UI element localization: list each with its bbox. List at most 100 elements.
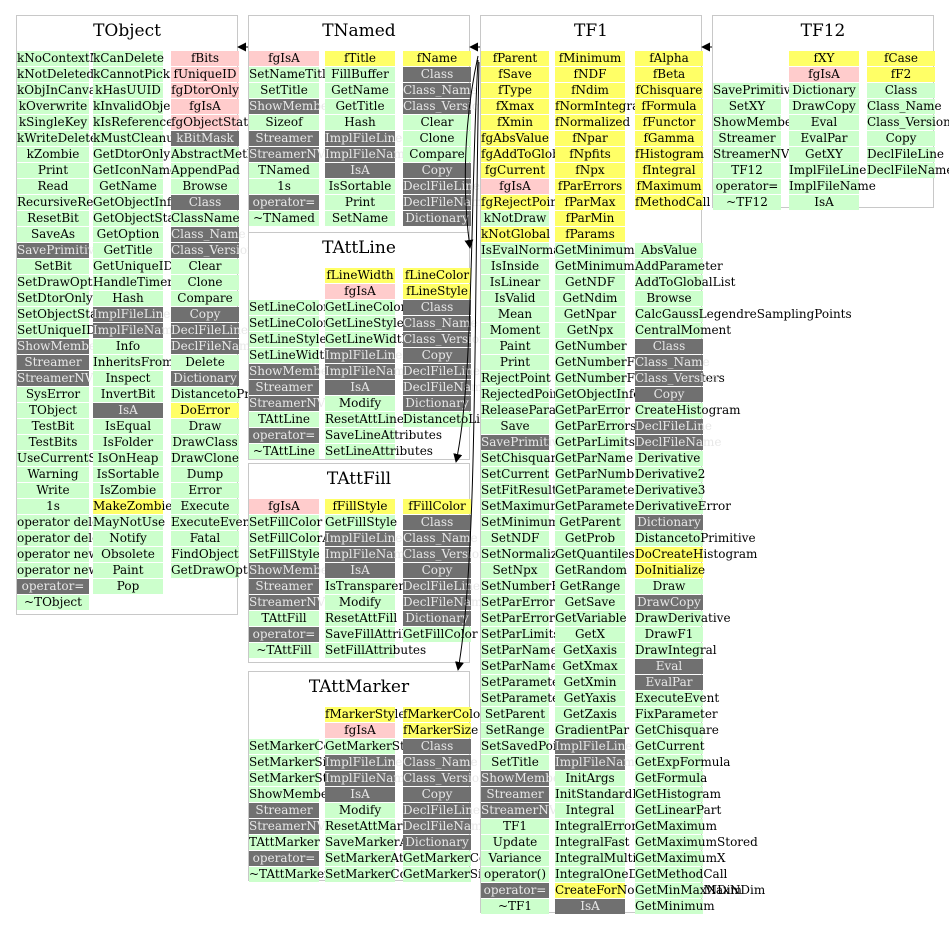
member-cell: GradientPar: [555, 723, 630, 738]
member-cell: Dictionary: [171, 371, 239, 386]
member-cell: Dictionary: [403, 211, 471, 226]
member-cell: operator=: [481, 883, 549, 898]
member-cell: Notify: [93, 531, 163, 546]
member-cell: Class_Name: [635, 355, 710, 370]
empty-cell: [635, 211, 703, 226]
member-cell: DeclFileName: [403, 195, 490, 210]
member-cell: UseCurrentStyle: [17, 451, 120, 466]
member-cell: DoError: [171, 403, 239, 418]
empty-cell: [713, 51, 781, 66]
member-cell: ShowMembers: [17, 339, 108, 354]
member-cell: kMustCleanup: [93, 131, 182, 146]
member-cell: IsSortable: [93, 467, 163, 482]
member-cell: TAttMarker: [249, 835, 320, 850]
member-cell: operator new[]: [17, 563, 108, 578]
member-cell: IsA: [325, 563, 395, 578]
member-cell: IsA: [325, 787, 395, 802]
member-cell: Compare: [171, 291, 239, 306]
member-cell: DeclFileLine: [867, 147, 945, 162]
member-column: fgIsA SetFillColor SetFillColorAlpha SetFil…: [249, 499, 358, 659]
class-box-tobject: TObject kNoContextMenu kNotDeleted kObjInCa…: [16, 15, 292, 615]
member-cell: fCase: [867, 51, 935, 66]
member-cell: GetXY: [789, 147, 859, 162]
member-cell: Streamer: [249, 579, 319, 594]
member-cell: Execute: [171, 499, 239, 514]
member-cell: DeclFileName: [403, 380, 490, 395]
member-cell: SetChisquare: [481, 451, 564, 466]
member-cell: IntegralMultiple: [555, 851, 655, 866]
member-cell: GetFillStyle: [325, 515, 398, 530]
member-cell: Streamer: [249, 131, 319, 146]
member-cell: DrawCopy: [789, 99, 859, 114]
member-cell: SetFillColorAlpha: [249, 531, 358, 546]
member-cell: fXmin: [481, 115, 549, 130]
member-cell: fgDtorOnly: [171, 83, 239, 98]
member-cell: kCanDelete: [93, 51, 164, 66]
member-cell: GetParErrors: [555, 419, 637, 434]
member-cell: GetQuantiles: [555, 547, 635, 562]
member-cell: Streamer: [481, 787, 549, 802]
member-cell: IsA: [93, 403, 163, 418]
member-cell: operator=: [249, 851, 319, 866]
member-cell: ExecuteEvent: [635, 691, 720, 706]
empty-cell: [249, 268, 319, 283]
member-cell: GetVariable: [555, 611, 627, 626]
member-cell: GetNumber: [555, 339, 627, 354]
member-cell: Modify: [325, 803, 395, 818]
member-cell: ~TAttMarker: [249, 867, 330, 882]
member-cell: Copy: [403, 348, 471, 363]
member-cell: InitStandardFunctions: [555, 787, 693, 802]
member-cell: DistancetoPrimitive: [171, 387, 292, 402]
member-cell: fParent: [481, 51, 549, 66]
member-cell: SetLineColorAlpha: [249, 316, 365, 331]
empty-cell: [249, 284, 319, 299]
member-cell: fgAddToGlobList: [481, 147, 583, 162]
member-cell: Class_Name: [403, 531, 478, 546]
member-cell: fFunctor: [635, 115, 703, 130]
member-cell: fAlpha: [635, 51, 703, 66]
member-cell: kNotGlobal: [481, 227, 551, 242]
member-cell: GetTitle: [93, 243, 163, 258]
member-cell: GetObjectInfo: [555, 387, 641, 402]
member-column: fAlpha fBeta fChisquare fFormula fFunctor fGa…: [635, 51, 852, 915]
member-cell: fType: [481, 83, 549, 98]
member-cell: TF12: [713, 163, 781, 178]
member-cell: GetParError: [555, 403, 631, 418]
member-cell: SetCurrent: [481, 467, 550, 482]
member-cell: DeclFileName: [171, 339, 258, 354]
member-cell: Derivative: [635, 451, 703, 466]
member-cell: ImplFileName: [325, 771, 412, 786]
member-cell: GetFormula: [635, 771, 708, 786]
class-box-tattmarker: TAttMarker SetMarkerColorAlpha SetMarkerSi…: [248, 671, 503, 882]
member-cell: fMarkerStyle: [325, 707, 406, 722]
member-cell: Class_Name: [867, 99, 942, 114]
member-cell: ResetAttFill: [325, 611, 398, 626]
member-cell: ResetAttMarker: [325, 819, 423, 834]
member-cell: Paint: [481, 339, 549, 354]
member-cell: IsA: [789, 195, 859, 210]
member-cell: StreamerNVirtual: [249, 396, 359, 411]
member-cell: GetParameters: [555, 499, 647, 514]
member-cell: Derivative3: [635, 483, 706, 498]
member-cell: InitArgs: [555, 771, 625, 786]
member-cell: DeclFileLine: [403, 179, 481, 194]
member-cell: kSingleKey: [17, 115, 89, 130]
member-cell: Hash: [93, 291, 163, 306]
class-title: TAttMarker: [308, 677, 410, 697]
member-cell: AppendPad: [171, 163, 240, 178]
member-cell: GetProb: [555, 531, 625, 546]
member-cell: GetUniqueID: [93, 259, 174, 274]
member-cell: Dictionary: [403, 611, 471, 626]
member-cell: fHistogram: [635, 147, 704, 162]
member-cell: fgIsA: [325, 284, 395, 299]
member-cell: DistancetoLine: [403, 412, 495, 427]
member-cell: Dictionary: [635, 515, 703, 530]
member-cell: DrawClone: [171, 451, 239, 466]
member-cell: AbstractMethod: [171, 147, 270, 162]
member-cell: DrawDerivative: [635, 611, 731, 626]
member-column: fMinimum fNDF fNdim fNormIntegral fNormalize…: [555, 51, 765, 915]
member-cell: ImplFileName: [325, 547, 412, 562]
member-cell: Pop: [93, 579, 163, 594]
member-cell: Read: [17, 179, 89, 194]
member-cell: fNdim: [555, 83, 625, 98]
